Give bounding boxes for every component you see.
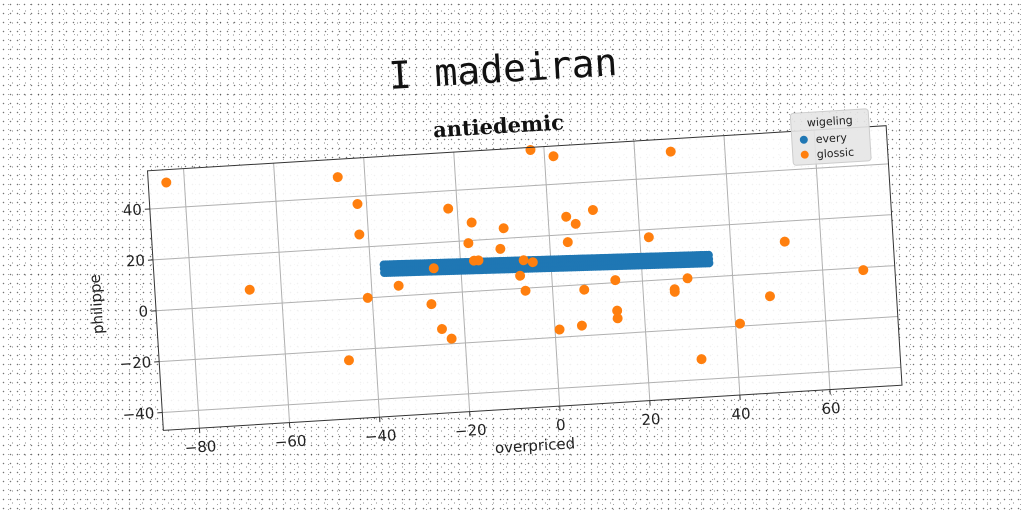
series-glossic-point <box>343 355 354 366</box>
series-glossic-point <box>520 285 531 296</box>
series-glossic-point <box>463 238 474 249</box>
legend-title: wigeling <box>806 114 853 130</box>
y-tick-label: −20 <box>119 353 152 373</box>
legend-marker-every <box>799 135 808 144</box>
series-glossic-point <box>735 318 746 329</box>
y-grid-line <box>162 366 901 414</box>
x-grid-line <box>723 135 741 396</box>
series-glossic-point <box>446 333 457 344</box>
series-glossic-point <box>779 236 790 247</box>
series-glossic-point <box>426 299 437 310</box>
grid-lines <box>149 130 901 429</box>
series-glossic-point <box>579 284 590 295</box>
series-glossic-point <box>428 263 439 274</box>
series-glossic-point <box>515 270 526 281</box>
series-glossic-point <box>548 151 559 162</box>
series-glossic-point <box>362 292 373 303</box>
legend-label-glossic: glossic <box>816 146 854 161</box>
x-grid-line <box>633 141 651 401</box>
series-glossic-point <box>610 275 621 286</box>
x-grid-line <box>813 130 831 390</box>
x-grid-line <box>543 146 561 407</box>
x-grid-line <box>453 152 471 412</box>
x-tick-label: 20 <box>641 410 661 429</box>
x-grid-line <box>273 163 290 423</box>
plot-background <box>147 125 903 431</box>
series-every-point <box>704 250 713 260</box>
series-glossic-point <box>443 203 454 214</box>
series-glossic-point <box>587 204 598 215</box>
y-tick-label: 40 <box>122 201 142 220</box>
series-glossic-point <box>570 218 581 229</box>
series-glossic-point <box>764 291 775 302</box>
x-tick-label: −80 <box>184 437 217 457</box>
series-glossic-point <box>244 284 255 295</box>
series-glossic-point <box>495 243 506 254</box>
series-glossic-point <box>161 177 172 188</box>
series-glossic-point <box>562 237 573 248</box>
series-glossic-point <box>643 232 654 243</box>
series-glossic-point <box>561 211 572 222</box>
x-axis-label: overpriced <box>494 434 575 457</box>
y-axis-label: philippe <box>86 274 108 335</box>
tick-labels: −80 −60 −40 −20 0 20 40 60 −40 −20 0 20 40 <box>119 201 841 458</box>
x-grid-line <box>363 157 381 418</box>
x-tick-label: 0 <box>556 416 567 435</box>
y-tick-label: −40 <box>122 404 155 424</box>
series-glossic-point <box>527 257 538 268</box>
x-tick-label: −60 <box>274 432 307 452</box>
plot-area: antiedemic −80 −60 −40 −20 0 20 40 60 −40 −20 0 20 4… <box>86 108 903 458</box>
series-glossic-point <box>612 305 623 316</box>
y-tick-label: 20 <box>125 251 145 270</box>
series-glossic-point <box>682 273 693 284</box>
series-glossic-point <box>518 255 529 266</box>
series-glossic-point <box>858 265 869 276</box>
series-glossic-point <box>393 280 404 291</box>
chart-title: I madeiran <box>387 40 618 98</box>
series-glossic-point <box>354 229 365 240</box>
series-glossic-point <box>612 313 623 324</box>
y-grid-line <box>152 214 892 261</box>
legend-box <box>789 108 872 166</box>
series-glossic-point <box>669 286 680 297</box>
legend-marker-glossic <box>800 150 809 159</box>
plot-frame <box>146 125 903 431</box>
series-glossic-point <box>352 198 363 209</box>
x-tick-label: 60 <box>821 399 841 418</box>
series-glossic-point <box>665 146 676 157</box>
series-glossic-point <box>466 217 477 228</box>
series-glossic-point <box>436 324 447 335</box>
legend: wigeling every glossic <box>789 108 872 166</box>
series-glossic-point <box>498 223 509 234</box>
x-grid-line <box>183 168 200 429</box>
series-glossic-point <box>576 320 587 331</box>
y-grid-line <box>159 315 898 363</box>
series-glossic-point <box>332 172 343 183</box>
series-glossic-point <box>554 324 565 335</box>
chart-subtitle: antiedemic <box>432 109 564 142</box>
data-series <box>161 144 869 366</box>
x-tick-label: 40 <box>731 404 751 423</box>
y-tick-label: 0 <box>138 302 149 321</box>
series-glossic-point <box>468 255 479 266</box>
x-tick-label: −40 <box>364 426 397 446</box>
legend-label-every: every <box>815 131 847 146</box>
x-tick-label: −20 <box>454 421 487 441</box>
y-grid-line <box>149 163 889 210</box>
series-glossic-point <box>696 354 707 365</box>
